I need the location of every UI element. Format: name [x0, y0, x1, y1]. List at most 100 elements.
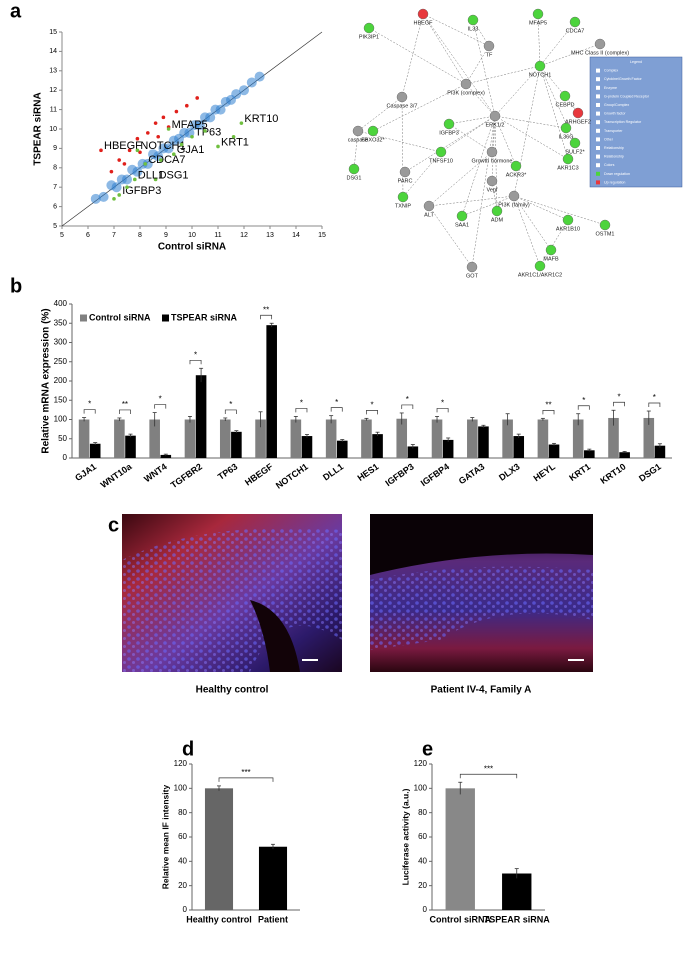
legend-icon	[596, 128, 600, 133]
y-tick-label: 150	[54, 395, 68, 404]
significance-bracket	[613, 401, 625, 407]
point	[142, 158, 153, 169]
point	[138, 150, 142, 155]
network-legend-label: Colors	[604, 163, 615, 167]
bar	[396, 418, 408, 458]
legend-icon	[596, 146, 600, 150]
network-edge	[494, 65, 541, 117]
network-node	[417, 8, 429, 20]
significance-label: *	[441, 399, 444, 408]
point	[146, 131, 150, 135]
network-node-label: ALT	[424, 212, 434, 218]
point	[215, 104, 226, 115]
bar	[219, 419, 231, 458]
network-edge	[461, 115, 496, 217]
network-node	[562, 153, 574, 165]
y-tick-label: 60	[418, 832, 427, 841]
y-tick-label: 60	[178, 832, 187, 841]
network-node-label: GOT	[466, 273, 479, 279]
x-tick-label: Control siRNA	[430, 914, 492, 924]
network-edge	[539, 21, 576, 67]
point	[205, 112, 216, 123]
network-node-label: PARC	[398, 178, 413, 184]
bar	[290, 419, 302, 458]
point	[153, 177, 158, 182]
network-node	[599, 219, 611, 231]
significance-label: **	[122, 400, 128, 409]
y-tick-label: 13	[49, 68, 57, 75]
significance-label: *	[335, 398, 338, 407]
significance-bracket	[119, 409, 131, 414]
network-node	[467, 14, 479, 26]
y-tick-label: 50	[58, 434, 67, 443]
network-legend-label: Growth factor	[604, 112, 626, 116]
network-edge	[539, 65, 569, 160]
bar	[204, 788, 234, 910]
network-node-label: caspase	[348, 137, 369, 143]
x-tick-label: 12	[240, 232, 248, 239]
bar	[361, 419, 372, 458]
x-tick-label: NOTCH1	[274, 461, 310, 490]
network-node	[534, 60, 546, 72]
y-tick-label: 80	[418, 808, 427, 817]
x-tick-label: 14	[292, 232, 300, 239]
network-edge	[401, 96, 404, 198]
significance-bracket	[459, 773, 518, 779]
micrograph-right	[370, 514, 593, 672]
network-edge	[428, 195, 515, 207]
micrograph-left	[122, 514, 342, 672]
significance-label: *	[582, 396, 585, 405]
point	[117, 193, 121, 197]
y-tick-label: 12	[49, 87, 57, 94]
point	[159, 158, 163, 162]
point	[156, 134, 160, 139]
legend-label: Control siRNA	[89, 312, 151, 322]
network-node-label: AKR1C1/AKR1C2	[518, 272, 562, 278]
point	[254, 71, 265, 82]
y-tick-label: 80	[178, 808, 187, 817]
x-tick-label: KRT10	[598, 461, 627, 486]
network-node-label: OSTM1	[596, 231, 615, 237]
network-legend-box	[589, 56, 683, 188]
caption: Patient IV-4, Family A	[431, 685, 532, 696]
legend-icon	[596, 120, 600, 125]
network-node	[396, 91, 408, 103]
network-node-label: IL33	[468, 26, 479, 32]
x-axis-label: Control siRNA	[158, 242, 226, 253]
network-node-label: Caspase 3/7	[387, 103, 418, 109]
network-node	[466, 261, 478, 273]
bar	[195, 375, 207, 458]
y-tick-label: 8	[53, 165, 57, 172]
y-tick-label: 100	[54, 415, 68, 424]
legend-icon	[596, 163, 600, 168]
x-tick-label: WNT4	[142, 461, 169, 484]
y-tick-label: 120	[174, 759, 188, 768]
x-tick-label: 6	[86, 232, 90, 239]
bar	[608, 417, 619, 458]
significance-label: ***	[241, 768, 250, 777]
x-tick-label: GATA3	[457, 461, 487, 486]
point	[135, 136, 140, 141]
network-node	[348, 163, 360, 175]
panel-label: b	[10, 275, 22, 297]
significance-label: *	[88, 400, 91, 409]
bar	[325, 419, 337, 458]
network-node-label: MAFB	[543, 256, 559, 262]
network-legend-label: Down regulation	[604, 172, 630, 176]
point	[179, 142, 184, 147]
y-axis-label: TSPEAR siRNA	[33, 92, 44, 165]
network-edge	[471, 115, 496, 268]
x-tick-label: 13	[266, 232, 274, 239]
x-tick-label: HEYL	[532, 461, 558, 483]
bar	[231, 431, 242, 458]
bar	[619, 452, 630, 458]
point	[112, 197, 116, 201]
bar	[301, 436, 313, 458]
significance-bracket	[83, 409, 96, 414]
caption: Healthy control	[196, 685, 269, 696]
point	[203, 129, 207, 133]
point	[143, 162, 147, 166]
y-tick-label: 250	[54, 357, 68, 366]
x-tick-label: IGFBP4	[419, 461, 451, 488]
significance-label: ***	[484, 764, 493, 773]
